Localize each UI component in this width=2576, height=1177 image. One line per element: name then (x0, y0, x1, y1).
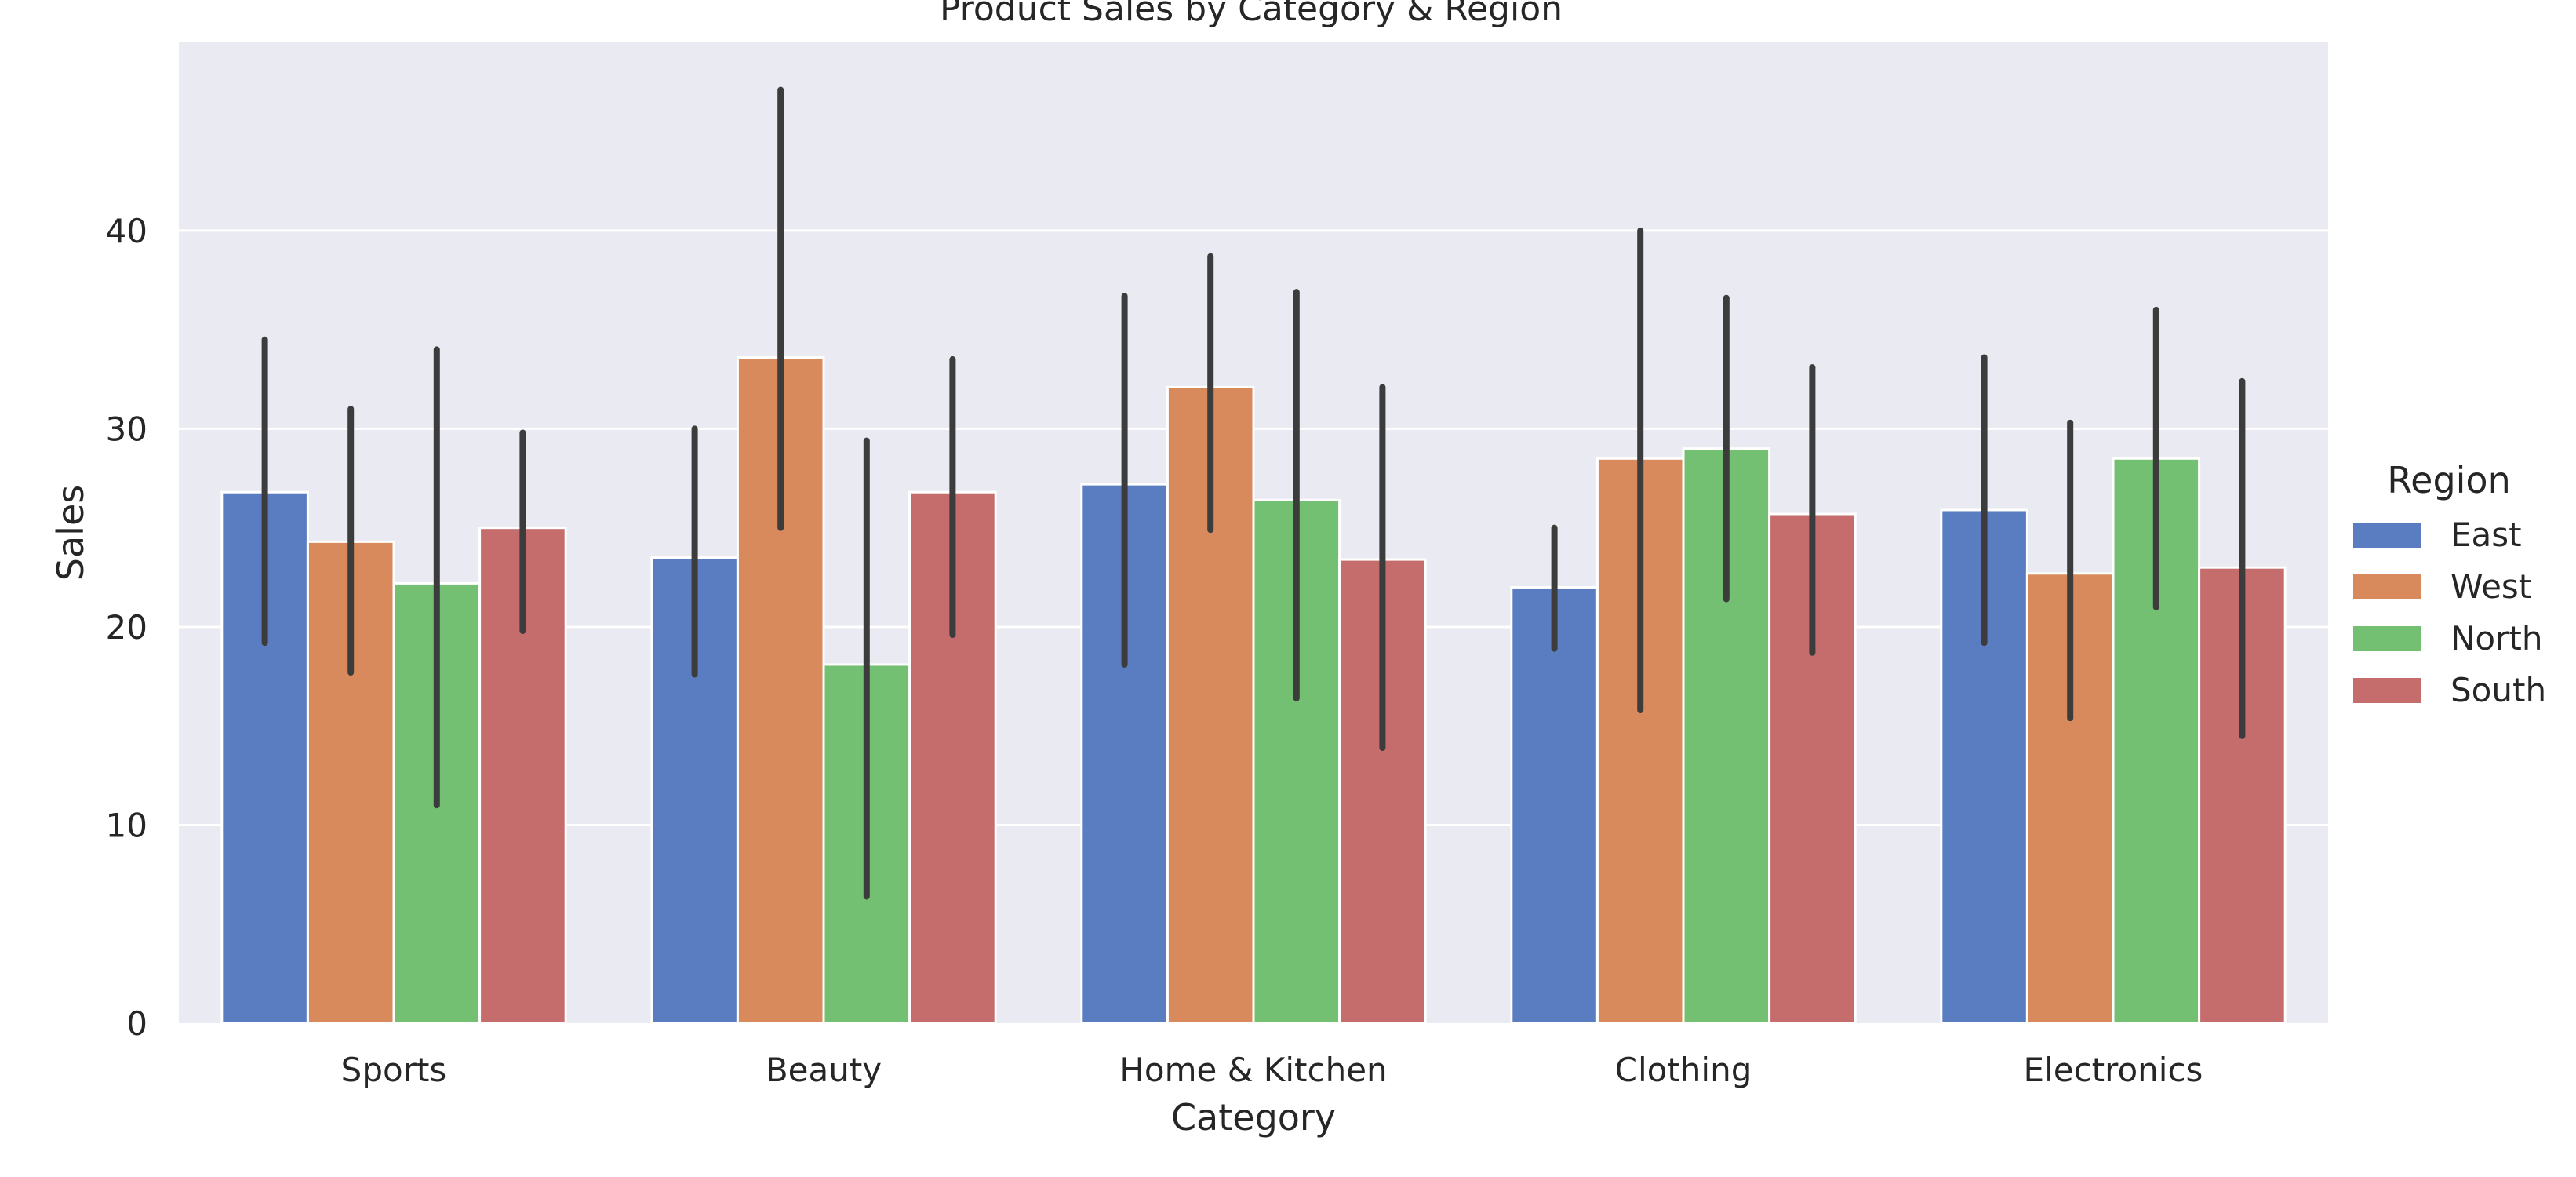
y-tick-label: 30 (106, 410, 147, 448)
legend-label-north: North (2450, 619, 2542, 658)
y-axis-ticks: 0 10 20 30 40 (106, 212, 147, 1043)
y-axis-label: Sales (49, 485, 92, 581)
legend-swatch-north (2353, 626, 2421, 651)
x-tick-label: Home & Kitchen (1119, 1051, 1387, 1089)
legend-swatch-east (2353, 523, 2421, 548)
legend: Region East West North South (2353, 459, 2546, 709)
chart-title: Product Sales by Category & Region (940, 0, 1563, 29)
bar-east (1510, 585, 1599, 1025)
legend-label-west: West (2450, 567, 2531, 606)
x-axis-ticks: Sports Beauty Home & Kitchen Clothing Electr… (341, 1051, 2203, 1089)
bar-south (908, 490, 997, 1025)
legend-label-east: East (2450, 516, 2522, 554)
y-tick-label: 40 (106, 212, 147, 250)
x-tick-label: Clothing (1615, 1051, 1752, 1089)
y-tick-label: 10 (106, 806, 147, 844)
y-tick-label: 20 (106, 608, 147, 647)
x-tick-label: Sports (341, 1051, 447, 1089)
legend-label-south: South (2450, 671, 2546, 709)
y-tick-label: 0 (126, 1004, 147, 1043)
x-axis-label: Category (1171, 1096, 1336, 1139)
legend-swatch-west (2353, 574, 2421, 599)
x-tick-label: Electronics (2024, 1051, 2203, 1089)
legend-swatch-south (2353, 678, 2421, 703)
error-bars (261, 86, 2246, 900)
x-tick-label: Beauty (766, 1051, 882, 1089)
legend-title: Region (2387, 459, 2510, 501)
